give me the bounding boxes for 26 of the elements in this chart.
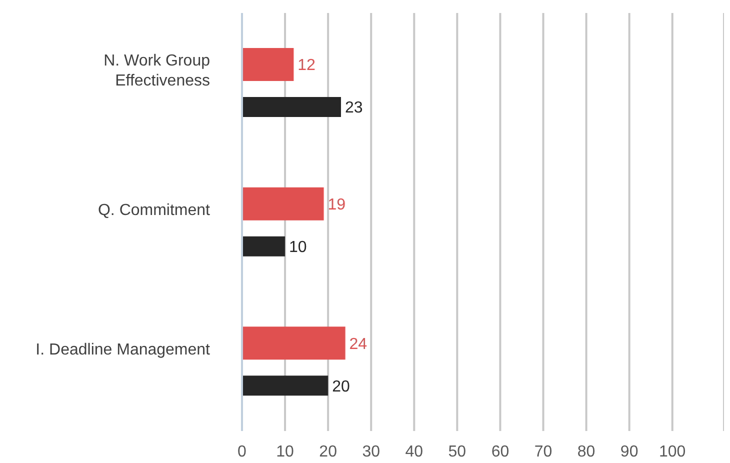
x-tick-label: 80 — [577, 443, 596, 460]
bar — [242, 326, 346, 360]
x-tick-label: 10 — [276, 443, 294, 460]
x-tick-label: 90 — [620, 443, 638, 460]
bar — [242, 236, 286, 256]
x-tick-label: 70 — [534, 443, 552, 460]
bar — [242, 48, 294, 81]
data-label: 19 — [328, 196, 346, 214]
x-tick-label: 100 — [659, 443, 686, 460]
x-tick-label: 0 — [238, 443, 247, 460]
x-tick-label: 20 — [319, 443, 338, 460]
data-label: 20 — [332, 378, 350, 396]
x-tick-label: 60 — [491, 443, 510, 460]
data-label: 24 — [349, 336, 368, 353]
bar — [242, 376, 328, 396]
y-tick-label: Q. Commitment — [98, 202, 211, 218]
x-tick-label: 40 — [405, 443, 424, 460]
x-tick-label: 50 — [448, 443, 466, 460]
y-tick-label: N. Work Group Effectiveness — [104, 52, 210, 90]
data-label: 10 — [289, 239, 307, 256]
data-label: 12 — [298, 57, 316, 74]
data-label: 23 — [344, 100, 363, 117]
x-tick-label: 30 — [362, 443, 380, 460]
bar — [242, 187, 324, 220]
y-tick-label: I. Deadline Management — [36, 340, 211, 358]
bar — [242, 97, 341, 117]
